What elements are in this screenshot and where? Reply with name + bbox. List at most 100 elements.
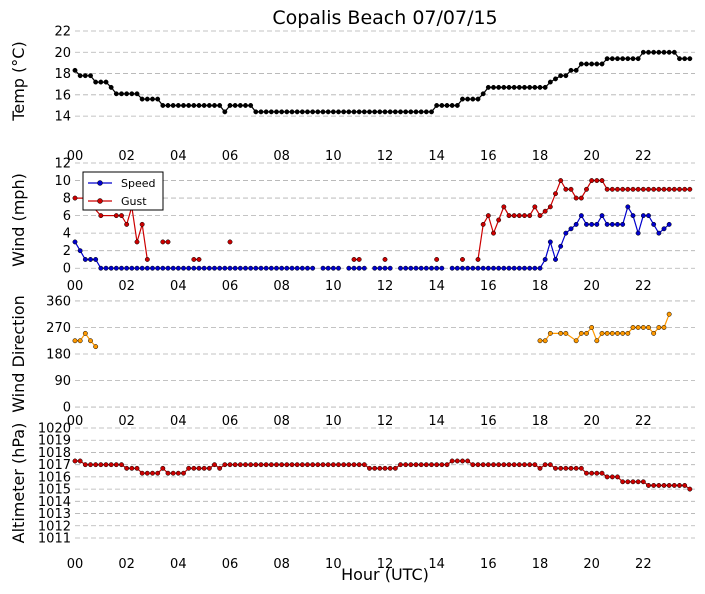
data-point <box>666 186 672 192</box>
data-point <box>330 109 336 115</box>
data-point <box>537 338 543 344</box>
data-point <box>372 109 378 115</box>
data-point <box>537 84 543 90</box>
data-point <box>599 178 605 183</box>
data-point <box>170 265 176 271</box>
data-point <box>263 265 269 271</box>
data-point <box>150 96 155 102</box>
data-point <box>82 330 88 336</box>
data-point <box>429 265 434 271</box>
data-point <box>253 265 259 271</box>
legend-label: Speed <box>121 177 155 190</box>
data-point <box>640 186 646 192</box>
data-point <box>212 265 217 271</box>
data-point <box>532 204 538 210</box>
data-point <box>480 462 486 468</box>
data-point <box>599 330 605 336</box>
y-tick-label: 10 <box>54 174 71 189</box>
data-point <box>320 265 326 271</box>
data-point <box>666 482 672 488</box>
y-tick-label: 1012 <box>38 519 71 534</box>
data-point <box>449 103 455 108</box>
data-point <box>336 109 341 115</box>
data-point <box>661 186 667 192</box>
data-point <box>299 265 305 271</box>
data-point <box>661 49 667 55</box>
data-point <box>413 109 419 115</box>
y-tick-label: 14 <box>54 110 71 125</box>
data-point <box>460 96 465 102</box>
data-point <box>475 96 481 102</box>
data-point <box>625 479 631 485</box>
data-point <box>635 479 641 485</box>
data-point <box>553 191 558 197</box>
data-point <box>609 186 615 192</box>
x-tick-label: 18 <box>532 414 549 429</box>
data-point <box>501 84 507 90</box>
data-point <box>589 221 595 227</box>
data-point <box>434 103 440 108</box>
data-point <box>687 486 693 492</box>
data-point <box>661 482 667 488</box>
data-point <box>646 186 651 192</box>
x-tick-label: 22 <box>635 279 652 294</box>
data-point <box>330 462 336 468</box>
data-point <box>573 338 579 344</box>
data-point <box>392 109 398 115</box>
data-point <box>635 325 641 330</box>
y-axis-label: Altimeter (hPa) <box>9 423 28 544</box>
data-point <box>217 103 223 108</box>
data-point <box>103 462 109 468</box>
data-point <box>387 265 393 271</box>
data-point <box>170 470 176 476</box>
data-point <box>212 462 217 468</box>
data-point <box>651 221 657 227</box>
data-point <box>191 265 197 271</box>
data-point <box>563 73 569 79</box>
x-tick-label: 04 <box>170 414 187 429</box>
data-point <box>351 265 357 271</box>
data-point <box>222 462 228 468</box>
data-point <box>620 56 626 62</box>
data-point <box>635 230 641 236</box>
data-point <box>124 221 130 227</box>
data-point <box>88 257 93 262</box>
y-axis-label: Wind Direction <box>9 295 28 413</box>
y-tick-label: 1017 <box>38 458 71 473</box>
x-tick-label: 10 <box>325 279 342 294</box>
x-tick-label: 14 <box>428 557 445 572</box>
data-point <box>160 103 166 108</box>
x-axis-label: Hour (UTC) <box>341 565 429 584</box>
data-point <box>237 462 243 468</box>
data-point <box>93 257 99 262</box>
data-point <box>144 96 150 102</box>
data-point <box>640 325 646 330</box>
x-tick-label: 12 <box>377 557 394 572</box>
data-point <box>160 265 166 271</box>
y-tick-label: 180 <box>46 348 71 363</box>
data-point <box>191 465 197 471</box>
data-point <box>310 109 316 115</box>
data-point <box>181 470 186 476</box>
data-point <box>527 213 533 219</box>
data-point <box>589 325 595 330</box>
x-tick-label: 10 <box>325 149 342 164</box>
y-tick-label: 270 <box>46 321 71 336</box>
data-point <box>201 265 207 271</box>
x-tick-label: 14 <box>428 149 445 164</box>
y-tick-label: 360 <box>46 294 71 309</box>
data-point <box>646 325 651 330</box>
x-tick-label: 00 <box>67 557 84 572</box>
data-point <box>263 109 269 115</box>
data-point <box>449 265 455 271</box>
data-point <box>454 265 460 271</box>
data-point <box>103 265 109 271</box>
data-point <box>604 221 610 227</box>
data-point <box>248 103 254 108</box>
legend: Speed Gust <box>82 171 164 211</box>
data-point <box>635 56 641 62</box>
data-point <box>470 96 476 102</box>
data-point <box>108 265 114 271</box>
data-point <box>677 56 682 62</box>
